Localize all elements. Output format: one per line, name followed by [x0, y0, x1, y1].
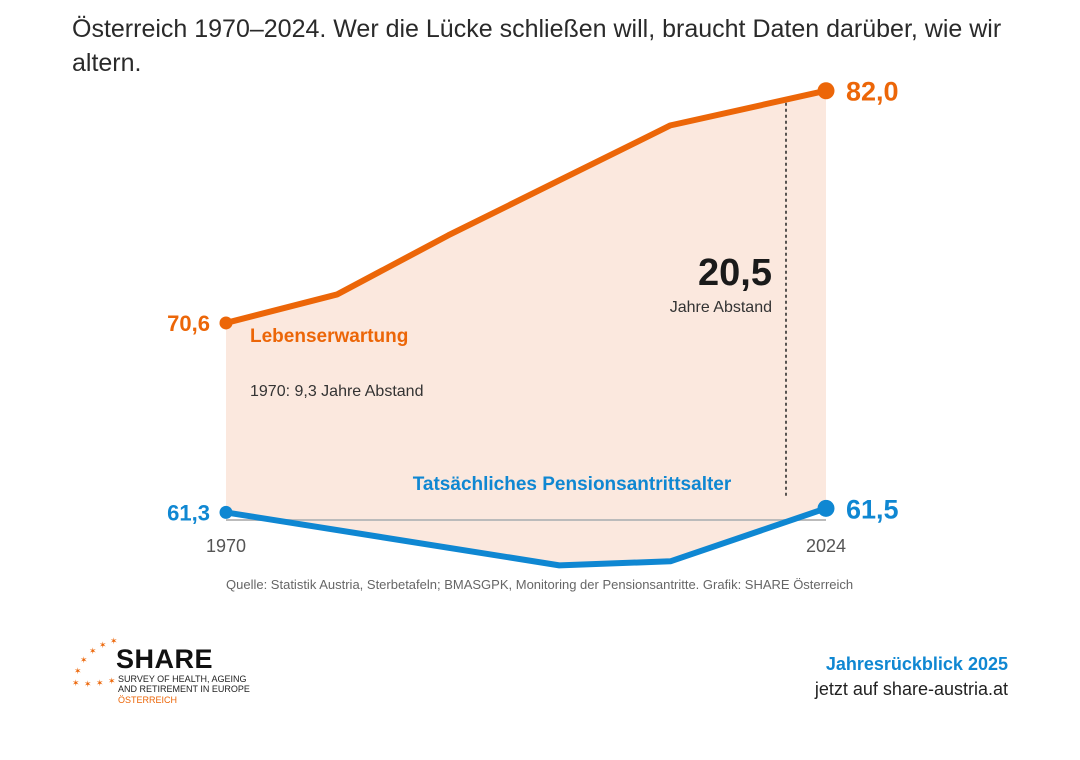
gap-area	[226, 90, 826, 566]
pension-end-value-label: 61,5	[846, 494, 899, 524]
life-expectancy-line	[223, 87, 829, 326]
svg-text:✶: ✶	[74, 667, 82, 677]
pension-age-line	[223, 505, 829, 569]
logo-subtitle: SURVEY OF HEALTH, AGEING AND RETIREMENT …	[118, 674, 250, 694]
cta-url[interactable]: jetzt auf share-austria.at	[814, 679, 1008, 699]
pension-age-series-label: Tatsächliches Pensionsantrittsalter	[413, 474, 732, 495]
life-start-point	[219, 316, 233, 330]
svg-text:✶: ✶	[110, 637, 118, 647]
x-tick-label-start: 1970	[206, 536, 246, 556]
svg-text:✶: ✶	[108, 677, 116, 687]
svg-text:✶: ✶	[99, 641, 107, 651]
svg-text:✶: ✶	[96, 679, 104, 689]
life-end-point	[817, 82, 835, 100]
gap-2024-value: 20,5	[698, 252, 772, 294]
source-note: Quelle: Statistik Austria, Sterbetafeln;…	[226, 577, 854, 592]
star-arc-icon: ✶✶✶ ✶✶ ✶ ✶ ✶ ✶	[72, 637, 118, 690]
x-tick-label-end: 2024	[806, 536, 846, 556]
svg-text:✶: ✶	[72, 679, 80, 689]
gap-1970-annotation: 1970: 9,3 Jahre Abstand	[250, 383, 423, 400]
life-end-value-label: 82,0	[846, 77, 899, 107]
life-start-value-label: 70,6	[167, 311, 210, 336]
pension-end-point	[817, 499, 835, 517]
logo-country: ÖSTERREICH	[118, 695, 178, 705]
gap-2024-caption: Jahre Abstand	[670, 299, 772, 316]
cta-title: Jahresrückblick 2025	[825, 654, 1008, 674]
svg-text:✶: ✶	[89, 647, 97, 657]
svg-text:✶: ✶	[80, 656, 88, 666]
logo-wordmark: SHARE	[116, 644, 214, 674]
headline: Österreich 1970–2024. Wer die Lücke schl…	[72, 15, 1002, 77]
pension-start-point	[219, 505, 233, 519]
pension-start-value-label: 61,3	[167, 500, 210, 525]
line-chart: 70,6 82,0 61,3 61,5 Lebenserwartung Tats…	[167, 77, 899, 569]
call-to-action: Jahresrückblick 2025 jetzt auf share-aus…	[815, 652, 1008, 702]
share-logo: ✶ ✶ ✶ ✶ ✶ ✶ ✶ ✶ ✶ SHARE SURVEY OF HEALTH, AGEI…	[70, 634, 270, 714]
life-expectancy-series-label: Lebenserwartung	[250, 326, 408, 347]
svg-text:✶: ✶	[84, 680, 92, 690]
